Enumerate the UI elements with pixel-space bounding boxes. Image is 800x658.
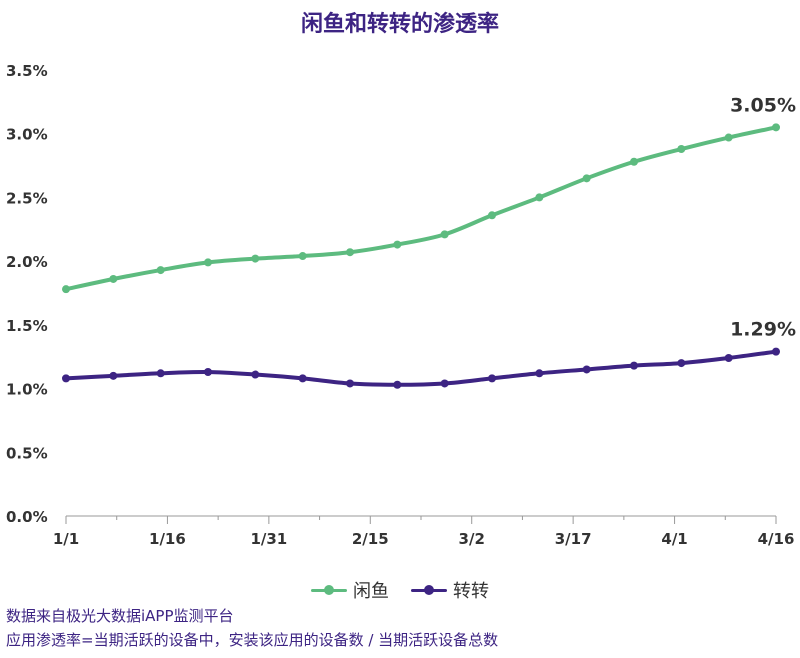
series-point-0 <box>346 248 354 257</box>
series-point-0 <box>251 254 260 263</box>
x-tick-label: 1/16 <box>149 530 186 548</box>
line-chart: 0.0% 0.5% 1.0% 1.5% 2.0% 2.5% 3.0% 3.5% 1/1 1/16 1… <box>6 62 796 548</box>
series-point-0 <box>677 145 686 154</box>
legend-label-xianyu: 闲鱼 <box>353 581 389 602</box>
legend-swatch-xianyu <box>311 583 347 597</box>
x-tick-label: 4/1 <box>661 530 687 548</box>
legend-label-zhuanzhuan: 转转 <box>453 581 489 602</box>
end-value-label-0: 3.05% <box>730 94 796 116</box>
x-tick-label: 3/17 <box>555 530 592 548</box>
y-tick-label: 2.0% <box>6 253 48 271</box>
y-tick-label: 0.0% <box>6 508 48 526</box>
y-tick-label: 1.5% <box>6 317 48 335</box>
y-tick-label: 3.5% <box>6 62 48 80</box>
series-point-1 <box>346 379 354 388</box>
footnote-source: 数据来自极光大数据iAPP监测平台 <box>6 607 234 625</box>
series-point-1 <box>772 347 780 356</box>
end-value-label-1: 1.29% <box>730 319 796 341</box>
chart-title: 闲鱼和转转的渗透率 <box>300 12 499 37</box>
legend-item-zhuanzhuan: 转转 <box>411 577 489 603</box>
series-point-1 <box>677 359 686 368</box>
y-tick-label: 0.5% <box>6 444 48 462</box>
y-tick-label: 3.0% <box>6 126 48 144</box>
series-point-1 <box>724 353 733 362</box>
series-point-0 <box>630 157 638 166</box>
series-line-0 <box>64 125 778 292</box>
series-point-1 <box>582 365 591 374</box>
series-point-0 <box>488 211 496 220</box>
x-tick-label: 1/1 <box>53 530 79 548</box>
x-tick-label: 2/15 <box>352 530 389 548</box>
x-tick-label: 4/16 <box>758 530 795 548</box>
x-tick-label: 3/2 <box>459 530 485 548</box>
series-point-0 <box>156 266 165 275</box>
series-point-1 <box>204 368 212 377</box>
series-point-1 <box>393 380 402 389</box>
footnote-definition: 应用渗透率=当期活跃的设备中，安装该应用的设备数 / 当期活跃设备总数 <box>6 631 499 649</box>
series-point-1 <box>488 374 496 383</box>
series-point-1 <box>109 371 118 380</box>
series-point-0 <box>535 193 544 202</box>
legend: 闲鱼 转转 <box>0 577 800 603</box>
series-point-0 <box>298 252 307 261</box>
legend-item-xianyu: 闲鱼 <box>311 577 389 603</box>
series-point-0 <box>109 274 118 283</box>
y-tick-label: 2.5% <box>6 189 48 207</box>
series-point-1 <box>251 370 260 379</box>
series-point-0 <box>582 174 591 183</box>
series-point-0 <box>724 133 733 142</box>
series-point-1 <box>156 369 165 378</box>
series-point-0 <box>772 123 780 132</box>
x-tick-label: 1/31 <box>250 530 287 548</box>
legend-swatch-zhuanzhuan <box>411 583 447 597</box>
series-point-0 <box>62 285 70 294</box>
series-point-1 <box>440 379 449 388</box>
series-point-1 <box>62 374 70 383</box>
series-point-0 <box>440 230 449 239</box>
series-point-1 <box>298 374 307 383</box>
series-line-1 <box>64 349 778 387</box>
series-point-1 <box>535 369 544 378</box>
series-point-0 <box>393 240 402 249</box>
y-tick-label: 1.0% <box>6 381 48 399</box>
series-point-1 <box>630 361 638 370</box>
series-point-0 <box>204 258 212 267</box>
